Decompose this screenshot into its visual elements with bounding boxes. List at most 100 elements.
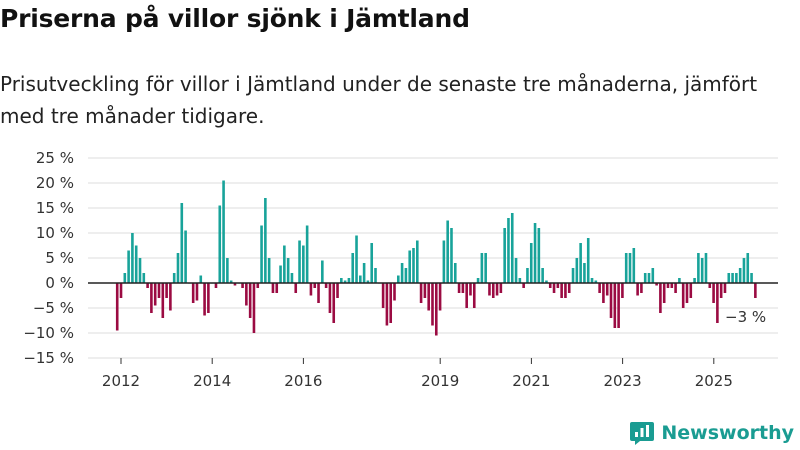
bar	[340, 278, 343, 283]
bar	[488, 283, 491, 296]
bar	[366, 280, 370, 283]
bar	[362, 263, 366, 283]
bar	[290, 273, 294, 283]
x-tick-label: 2014	[193, 372, 231, 390]
bar	[146, 283, 149, 288]
bar	[412, 248, 415, 283]
bar	[169, 283, 172, 311]
bar	[605, 283, 609, 296]
bar	[541, 268, 544, 283]
bar	[731, 273, 734, 283]
bar	[408, 250, 411, 283]
x-axis-ticks: 2012 2014 2016 2019 2021 2023 2025	[102, 358, 733, 390]
gridlines	[88, 157, 778, 359]
bar	[678, 278, 681, 283]
bar	[438, 283, 442, 311]
bar	[545, 280, 548, 283]
bar	[446, 220, 449, 283]
bar	[374, 268, 377, 283]
bar	[260, 225, 263, 283]
bar	[214, 283, 218, 288]
bar	[226, 258, 229, 283]
bar	[332, 283, 336, 323]
bars	[115, 180, 757, 336]
bar	[716, 283, 719, 323]
x-tick-label: 2019	[421, 372, 459, 390]
bar	[594, 280, 598, 283]
bar	[279, 265, 282, 283]
bar	[662, 283, 666, 303]
bar	[434, 283, 438, 336]
bar	[233, 283, 237, 286]
bar	[742, 258, 746, 283]
bar	[119, 283, 123, 298]
bar	[184, 230, 187, 283]
bar	[643, 273, 647, 283]
bar	[670, 283, 674, 288]
newsworthy-logo[interactable]: Newsworthy	[629, 418, 794, 448]
bar	[150, 283, 153, 313]
bar	[328, 283, 332, 313]
y-tick-label: −10 %	[23, 324, 74, 342]
bar	[199, 275, 203, 283]
bar	[571, 268, 575, 283]
last-value-label: −3 %	[725, 308, 766, 326]
bar	[442, 240, 446, 283]
bar	[590, 278, 594, 283]
brand-name: Newsworthy	[661, 422, 794, 444]
bar	[457, 283, 461, 293]
bar	[267, 258, 271, 283]
bar	[195, 283, 199, 301]
bar	[651, 268, 655, 283]
bar	[180, 203, 184, 283]
bar	[229, 280, 233, 283]
bar	[309, 283, 313, 296]
bar	[628, 253, 632, 283]
y-axis-ticks: 25 % 20 % 15 % 10 % 5 % 0 % −5 % −10 % −15 %	[23, 149, 74, 367]
bar	[222, 180, 225, 283]
bar	[537, 228, 541, 283]
bar	[286, 258, 290, 283]
bar	[271, 283, 275, 293]
x-tick-label: 2023	[604, 372, 642, 390]
bar	[681, 283, 685, 308]
bar	[203, 283, 206, 316]
y-tick-label: 10 %	[36, 224, 74, 242]
bar	[355, 235, 358, 283]
bar	[347, 278, 351, 283]
bar	[336, 283, 339, 298]
chart-subtitle: Prisutveckling för villor i Jämtland und…	[0, 72, 758, 128]
bar	[472, 283, 476, 308]
bar	[176, 253, 180, 283]
bar	[617, 283, 620, 328]
bar	[283, 245, 286, 283]
bar	[313, 283, 317, 288]
bar	[381, 283, 385, 308]
bar	[746, 253, 750, 283]
bar	[552, 283, 556, 293]
bar	[317, 283, 320, 303]
x-tick-label: 2016	[284, 372, 322, 390]
bar	[529, 243, 533, 283]
bar	[583, 263, 586, 283]
bar	[397, 275, 400, 283]
bar	[621, 283, 624, 298]
bar	[453, 263, 457, 283]
bar	[522, 283, 525, 288]
bar	[655, 283, 658, 286]
bar	[302, 245, 305, 283]
bar	[256, 283, 260, 288]
bar	[708, 283, 712, 288]
bar	[640, 283, 643, 293]
bar	[218, 205, 222, 283]
bar	[632, 248, 636, 283]
bar	[750, 273, 753, 283]
bar	[548, 283, 552, 288]
bar	[385, 283, 389, 326]
bar	[480, 253, 484, 283]
bar	[153, 283, 157, 306]
bar	[298, 240, 301, 283]
bar	[351, 253, 355, 283]
bar	[115, 283, 119, 331]
bar	[465, 283, 468, 308]
